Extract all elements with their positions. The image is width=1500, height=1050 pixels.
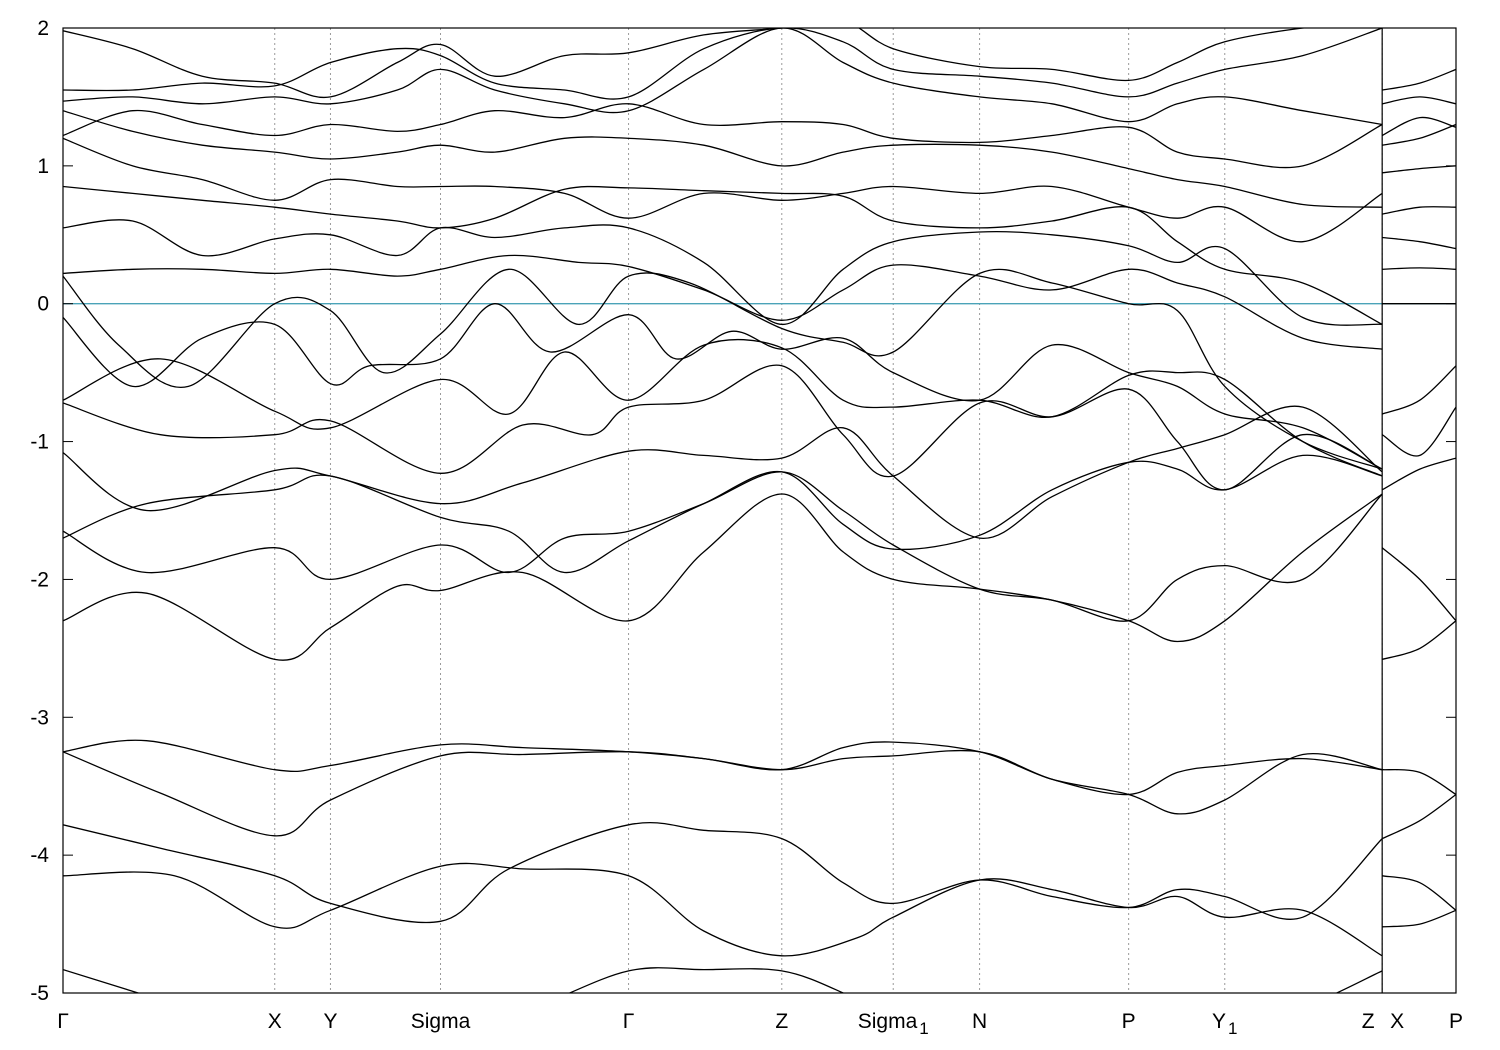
x-tick-label: X — [1390, 1010, 1404, 1033]
y-tick-label: 1 — [37, 155, 49, 178]
y-tick-label: -3 — [30, 706, 49, 729]
side-band-line — [1381, 547, 1456, 622]
band-lines — [63, 28, 1383, 993]
band-line — [63, 821, 1383, 924]
band-line — [63, 739, 1383, 815]
side-band-line — [1382, 206, 1456, 215]
y-tick-label: -4 — [30, 844, 49, 867]
band-line — [63, 137, 1383, 243]
side-band-line — [1382, 236, 1456, 250]
x-tick-label: Z — [1362, 1010, 1375, 1033]
band-line — [63, 454, 1383, 574]
band-line — [63, 103, 1383, 169]
side-band-line — [1381, 793, 1456, 840]
x-tick-label: N — [972, 1010, 987, 1033]
band-line — [63, 405, 1383, 539]
x-tick-label: Γ — [623, 1010, 635, 1033]
x-tick-label: P — [1449, 1010, 1463, 1033]
x-tick-label: Sigma 1 — [858, 1010, 929, 1038]
plot-border — [62, 27, 1457, 994]
band-line — [63, 28, 1383, 126]
band-line — [63, 749, 1383, 837]
band-line — [63, 110, 1383, 208]
x-tick-label: Z — [775, 1010, 788, 1033]
y-tick-label: -5 — [30, 982, 49, 1005]
band-line — [63, 303, 1383, 470]
side-band-line — [1382, 909, 1456, 928]
x-axis-ticks: Γ X Y Sigma Γ Z Sigma 1 N P Y 1 Z X P — [57, 1010, 1463, 1038]
y-tick-label: 0 — [37, 293, 49, 316]
x-tick-label: P — [1122, 1010, 1136, 1033]
band-line — [63, 28, 1309, 99]
y-tick-label: -2 — [30, 568, 49, 591]
x-tick-label: X — [268, 1010, 282, 1033]
side-band-line — [1382, 875, 1456, 911]
side-band-line — [1381, 116, 1456, 137]
x-tick-label: Y — [323, 1010, 337, 1033]
x-tick-label: Sigma — [411, 1010, 471, 1033]
band-line — [63, 254, 1383, 350]
side-band-line — [1382, 267, 1456, 270]
side-band-line — [1382, 123, 1456, 146]
side-band-line — [1382, 96, 1456, 105]
band-line — [63, 268, 1383, 470]
y-tick-label: 2 — [37, 17, 49, 40]
band-line — [63, 185, 1383, 325]
band-line — [63, 28, 1383, 100]
side-band-line — [1382, 165, 1456, 174]
side-band-line — [1382, 768, 1456, 796]
band-line — [63, 338, 1383, 477]
side-band-line — [1382, 620, 1456, 661]
y-axis-ticks: 2 1 0 -1 -2 -3 -4 -5 — [30, 17, 1456, 1005]
side-panel-bands — [1381, 28, 1456, 993]
band-line — [63, 219, 1383, 326]
plot-frame — [62, 27, 1457, 994]
side-band-line — [1382, 68, 1456, 91]
side-band-line — [1381, 457, 1456, 491]
band-line — [63, 471, 1383, 622]
side-band-line — [1381, 406, 1456, 457]
band-line — [63, 862, 1383, 957]
side-band-line — [1381, 365, 1456, 415]
band-line — [63, 493, 1383, 661]
y-tick-label: -1 — [30, 431, 49, 454]
band-line — [63, 364, 1383, 491]
x-tick-label: Γ — [57, 1010, 69, 1033]
band-line — [63, 967, 1383, 993]
